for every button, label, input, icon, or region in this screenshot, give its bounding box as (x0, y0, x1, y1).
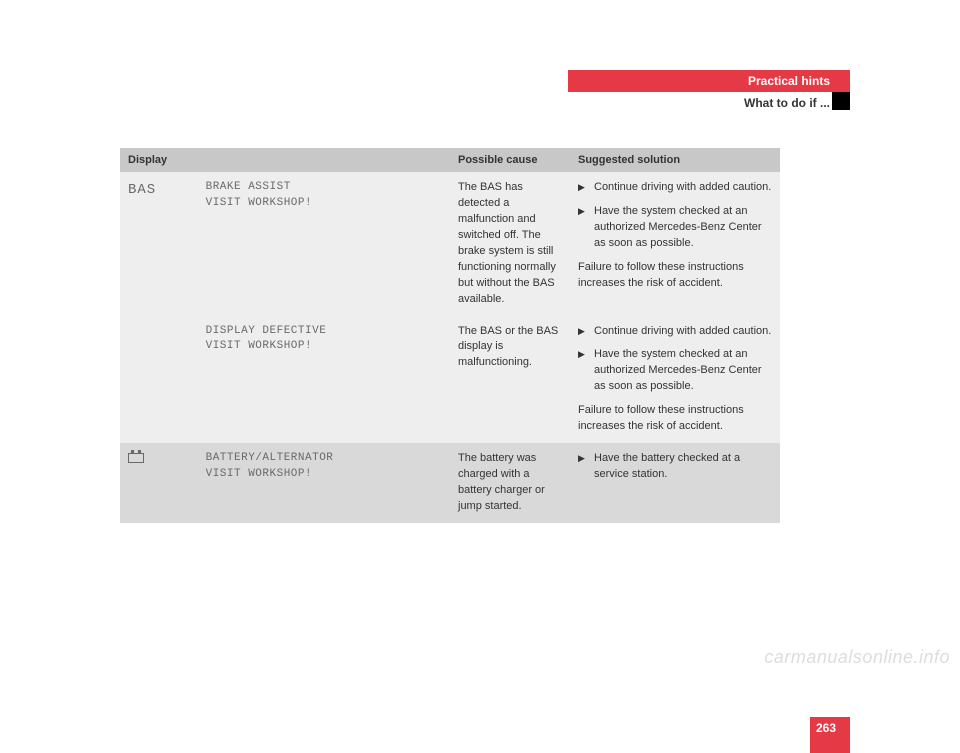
msg-line: VISIT WORKSHOP! (206, 468, 313, 480)
page-subtitle: What to do if ... (744, 96, 850, 110)
solution-note: Failure to follow these instructions inc… (578, 260, 772, 292)
display-symbol: BAS (120, 172, 198, 443)
watermark-text: carmanualsonline.info (764, 647, 950, 668)
suggested-solution: Continue driving with added caution. Hav… (570, 172, 780, 316)
table-row: DISPLAY DEFECTIVE VISIT WORKSHOP! The BA… (120, 316, 780, 444)
col-display: Display (120, 148, 450, 172)
possible-cause: The BAS has detected a malfunction and s… (450, 172, 570, 316)
msg-line: DISPLAY DEFECTIVE (206, 325, 327, 337)
table-header-row: Display Possible cause Suggested solutio… (120, 148, 780, 172)
solution-item: Have the system checked at an authorized… (578, 347, 772, 395)
suggested-solution: Have the battery checked at a service st… (570, 443, 780, 523)
msg-line: VISIT WORKSHOP! (206, 197, 313, 209)
troubleshooting-table: Display Possible cause Suggested solutio… (120, 148, 780, 523)
solution-item: Have the system checked at an authorized… (578, 204, 772, 252)
display-message: BRAKE ASSIST VISIT WORKSHOP! (198, 172, 450, 316)
msg-line: BRAKE ASSIST (206, 181, 291, 193)
page-content: Practical hints What to do if ... Displa… (120, 70, 850, 523)
display-symbol (120, 443, 198, 523)
solution-note: Failure to follow these instructions inc… (578, 403, 772, 435)
col-solution: Suggested solution (570, 148, 780, 172)
section-title: Practical hints (568, 70, 850, 92)
display-message: DISPLAY DEFECTIVE VISIT WORKSHOP! (198, 316, 450, 444)
page-number-tab: 263 (810, 717, 850, 753)
page-header: Practical hints What to do if ... (120, 70, 850, 118)
table-row: BATTERY/ALTERNATOR VISIT WORKSHOP! The b… (120, 443, 780, 523)
possible-cause: The BAS or the BAS display is malfunctio… (450, 316, 570, 444)
possible-cause: The battery was charged with a battery c… (450, 443, 570, 523)
solution-item: Continue driving with added caution. (578, 180, 772, 196)
msg-line: VISIT WORKSHOP! (206, 340, 313, 352)
solution-item: Have the battery checked at a service st… (578, 451, 772, 483)
solution-item: Continue driving with added caution. (578, 324, 772, 340)
msg-line: BATTERY/ALTERNATOR (206, 452, 334, 464)
battery-icon (128, 453, 144, 463)
suggested-solution: Continue driving with added caution. Hav… (570, 316, 780, 444)
display-message: BATTERY/ALTERNATOR VISIT WORKSHOP! (198, 443, 450, 523)
col-cause: Possible cause (450, 148, 570, 172)
table-row: BAS BRAKE ASSIST VISIT WORKSHOP! The BAS… (120, 172, 780, 316)
